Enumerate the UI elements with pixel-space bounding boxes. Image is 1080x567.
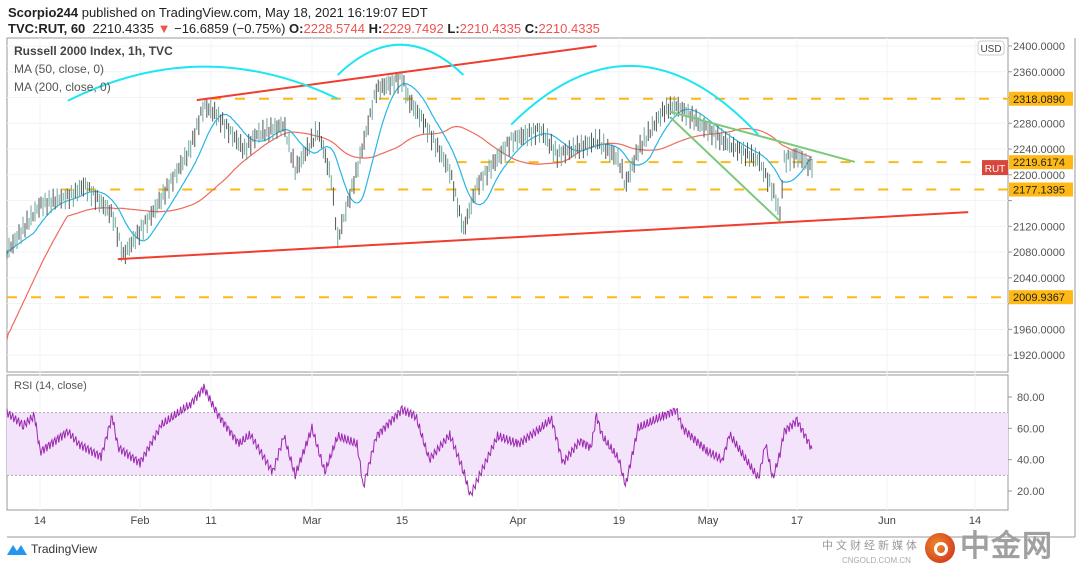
- symbol: TVC:RUT, 60: [8, 21, 86, 36]
- last-price: 2210.4335: [92, 21, 154, 36]
- quote-line: TVC:RUT, 60 2210.4335 ▼ −16.6859 (−0.75%…: [8, 21, 600, 36]
- x-tick-label: 11: [205, 515, 216, 527]
- trend-line: [117, 211, 969, 261]
- level-label-box: [1009, 182, 1073, 197]
- published-text: published on TradingView.com, May 18, 20…: [81, 5, 428, 20]
- x-tick-label: Apr: [509, 515, 526, 527]
- symbol-tag: RUT: [985, 164, 1006, 175]
- low-label: L:: [447, 21, 460, 36]
- rsi-legend[interactable]: RSI (14, close): [14, 380, 87, 392]
- x-tick-label: 14: [34, 515, 46, 527]
- level-label: 2219.6174: [1013, 157, 1065, 169]
- y-tick-label: 1920.0000: [1013, 350, 1065, 362]
- wedge-line: [669, 110, 856, 163]
- ma50-legend[interactable]: MA (50, close, 0): [14, 62, 105, 76]
- x-tick-label: Mar: [303, 515, 322, 527]
- change: −16.6859 (−0.75%): [174, 21, 286, 36]
- level-label: 2009.9367: [1013, 292, 1065, 304]
- x-tick-label: May: [698, 515, 719, 527]
- tradingview-logo[interactable]: TradingView: [6, 542, 97, 556]
- arc-drawing: [337, 43, 465, 76]
- y-tick-label: 2400.0000: [1013, 41, 1065, 53]
- down-arrow-icon: ▼: [157, 21, 171, 36]
- tradingview-brand: TradingView: [31, 542, 98, 556]
- rsi-tick-label: 20.00: [1017, 486, 1045, 498]
- wedge-line: [669, 116, 781, 222]
- y-tick-label: 2240.0000: [1013, 144, 1065, 156]
- currency-tag: USD: [977, 40, 1005, 56]
- level-label: 2318.0890: [1013, 94, 1065, 106]
- tradingview-logo-icon: [7, 545, 27, 555]
- high-label: H:: [368, 21, 383, 36]
- close-label: C:: [524, 21, 539, 36]
- x-tick-label: 15: [396, 515, 408, 527]
- author[interactable]: Scorpio244: [8, 5, 79, 20]
- y-tick-label: 2080.0000: [1013, 247, 1065, 259]
- y-tick-label: 2200.0000: [1013, 170, 1065, 182]
- x-tick-label: 17: [791, 515, 803, 527]
- ma200-legend[interactable]: MA (200, close, 0): [14, 80, 111, 94]
- price-pane: [6, 37, 1009, 373]
- open-value: 2228.5744: [303, 21, 365, 36]
- x-tick-label: Feb: [131, 515, 150, 527]
- arc-drawing: [67, 65, 339, 102]
- y-tick-label: 2360.0000: [1013, 67, 1065, 79]
- ma200-line: [6, 125, 813, 340]
- level-label-box: [1009, 91, 1073, 106]
- symbol-tag-box: [982, 160, 1008, 176]
- currency-label: USD: [980, 44, 1001, 55]
- publish-info: Scorpio244 published on TradingView.com,…: [8, 5, 428, 20]
- trend-line: [196, 45, 597, 102]
- rsi-tick-label: 60.00: [1017, 423, 1045, 435]
- rsi-tick-label: 40.00: [1017, 455, 1045, 467]
- close-value: 2210.4335: [538, 21, 600, 36]
- y-tick-label: 2120.0000: [1013, 221, 1065, 233]
- y-tick-label: 1960.0000: [1013, 324, 1065, 336]
- level-label-box: [1009, 290, 1073, 305]
- level-label-box: [1009, 155, 1073, 170]
- rsi-tick-label: 80.00: [1017, 392, 1045, 404]
- x-tick-label: 19: [613, 515, 625, 527]
- x-tick-label: 14: [969, 515, 981, 527]
- open-label: O:: [289, 21, 304, 36]
- arc-drawing: [510, 64, 760, 136]
- chart-title: Russell 2000 Index, 1h, TVC: [14, 44, 173, 58]
- level-label: 2177.1395: [1013, 185, 1065, 197]
- x-tick-label: Jun: [878, 515, 896, 527]
- currency-tag-box: [977, 40, 1005, 56]
- y-tick-label: 2040.0000: [1013, 273, 1065, 285]
- y-tick-label: 2280.0000: [1013, 118, 1065, 130]
- rsi-line: [6, 383, 813, 497]
- low-value: 2210.4335: [459, 21, 522, 36]
- high-value: 2229.7492: [382, 21, 444, 36]
